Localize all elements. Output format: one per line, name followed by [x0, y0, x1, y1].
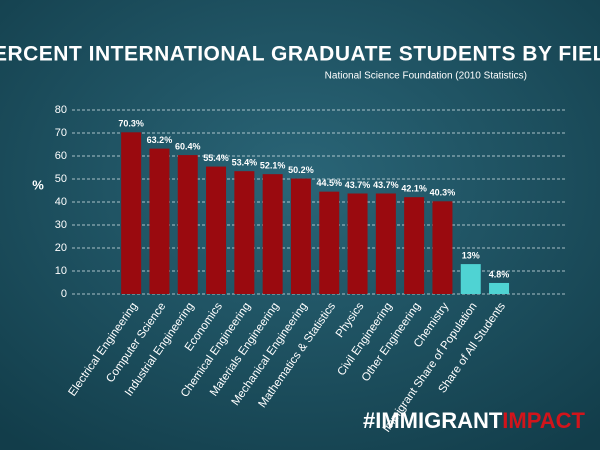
y-tick-label: 30: [55, 219, 67, 231]
value-label: 43.7%: [373, 180, 399, 190]
bar: [319, 191, 340, 294]
bar: [460, 264, 481, 294]
chart-title: PERCENT INTERNATIONAL GRADUATE STUDENTS …: [0, 43, 600, 66]
y-tick-label: 80: [55, 104, 67, 116]
bar: [489, 282, 510, 294]
value-label: 4.8%: [489, 269, 510, 279]
value-label: 55.4%: [203, 153, 229, 163]
branding: #IMMIGRANTIMPACT: [363, 408, 586, 433]
y-tick-label: 70: [55, 127, 67, 139]
bar: [375, 193, 396, 294]
y-tick-label: 10: [55, 265, 67, 277]
value-label: 52.1%: [260, 161, 286, 171]
brand-part: IMPACT: [502, 408, 585, 433]
value-label: 53.4%: [232, 158, 258, 168]
bar: [121, 132, 142, 294]
value-label: 60.4%: [175, 141, 201, 151]
value-label: 42.1%: [401, 184, 427, 194]
y-axis-label: %: [32, 177, 44, 192]
y-tick-label: 50: [55, 173, 67, 185]
y-tick-label: 20: [55, 242, 67, 254]
bar: [206, 166, 227, 294]
value-label: 43.7%: [345, 180, 371, 190]
bar: [432, 201, 453, 294]
brand-part: #IMMIGRANT: [363, 408, 503, 433]
bar: [234, 171, 255, 294]
value-label: 50.2%: [288, 165, 314, 175]
bar: [404, 197, 425, 294]
y-tick-label: 0: [61, 288, 67, 300]
bar: [347, 193, 368, 294]
bar: [262, 174, 283, 294]
value-label: 44.5%: [316, 178, 342, 188]
value-label: 63.2%: [147, 135, 173, 145]
y-tick-label: 40: [55, 196, 67, 208]
bar: [290, 178, 311, 294]
value-label: 70.3%: [118, 119, 144, 129]
bar: [177, 155, 198, 294]
value-label: 13%: [462, 250, 480, 260]
value-label: 40.3%: [430, 188, 456, 198]
y-tick-label: 60: [55, 150, 67, 162]
chart-subtitle: National Science Foundation (2010 Statis…: [325, 71, 527, 82]
bar: [149, 148, 170, 294]
